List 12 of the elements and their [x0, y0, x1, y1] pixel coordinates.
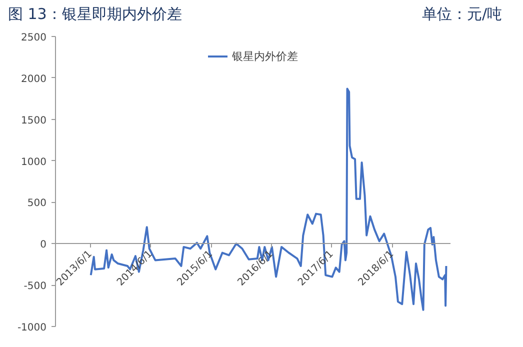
y-tick-label: 0 [40, 240, 47, 251]
legend-label: 银星内外价差 [232, 48, 298, 64]
y-tick-label: 500 [27, 198, 47, 210]
y-tick-label: 1000 [21, 156, 47, 168]
y-tick-label: -500 [24, 281, 47, 292]
text: 单位：元/吨 [422, 4, 502, 25]
y-tick-label: -1000 [17, 322, 47, 334]
y-tick-label: 2500 [21, 32, 47, 44]
line-series [90, 88, 448, 311]
chart-title: 图 13：银星即期内外价差 [8, 4, 182, 25]
y-tick-label: 1500 [21, 115, 47, 126]
y-tick-label: 2000 [21, 74, 47, 85]
